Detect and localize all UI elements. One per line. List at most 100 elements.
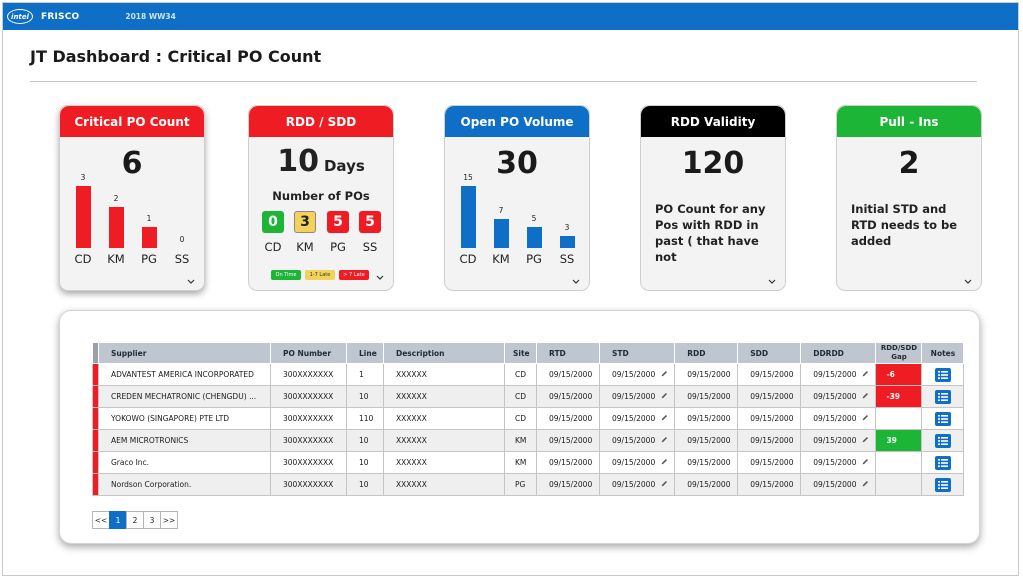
cell-po: 300XXXXXXX (270, 407, 347, 430)
cell-po-text: 300XXXXXXX (283, 480, 334, 489)
notes-list-icon[interactable] (934, 433, 951, 448)
cell-std[interactable]: 09/15/2000 (598, 451, 676, 474)
card-rdd-validity[interactable]: RDD Validity 120 PO Count for any Pos wi… (640, 105, 786, 291)
cell-desc-text: XXXXXX (396, 414, 427, 423)
table-row[interactable]: ADVANTEST AMERICA INCORPORATED 300XXXXXXX… (92, 363, 965, 386)
edit-pencil-icon[interactable] (862, 414, 869, 423)
column-header-sdd[interactable]: SDD (737, 342, 802, 364)
column-header-rtd[interactable]: RTD (536, 342, 600, 364)
pagination-page-1[interactable]: 1 (109, 511, 127, 529)
table-row[interactable]: AEM MICROTRONICS 300XXXXXXX 10 XXXXXX KM 09/1… (92, 429, 965, 452)
pagination-page-3[interactable]: 3 (143, 511, 161, 529)
table-row[interactable]: Graco Inc. 300XXXXXXX 10 XXXXXX KM 09/15/2000… (92, 451, 965, 474)
cell-std[interactable]: 09/15/2000 (598, 385, 676, 408)
column-header-notes[interactable]: Notes (921, 342, 965, 364)
edit-pencil-icon[interactable] (862, 458, 869, 467)
cell-rdd: 09/15/2000 (674, 429, 739, 452)
column-header-site[interactable]: Site (504, 342, 537, 364)
cell-site: PG (504, 473, 537, 496)
cell-std[interactable]: 09/15/2000 (598, 363, 676, 386)
notes-list-icon[interactable] (934, 411, 951, 426)
column-header-rdd-sdd-gap[interactable]: RDD/SDD Gap (875, 342, 923, 364)
cell-rtd: 09/15/2000 (536, 473, 600, 496)
notes-list-icon[interactable] (934, 367, 951, 382)
edit-pencil-icon[interactable] (661, 458, 668, 467)
card-pull-ins[interactable]: Pull - Ins 2 Initial STD and RTD needs t… (836, 105, 982, 291)
edit-pencil-icon[interactable] (661, 392, 668, 401)
cell-sdd-text: 09/15/2000 (750, 480, 794, 489)
table-row[interactable]: Nordson Corporation. 300XXXXXXX 10 XXXXXX PG… (92, 473, 965, 496)
pagination-prev[interactable]: << (92, 511, 110, 529)
cell-ddrdd-text: 09/15/2000 (813, 392, 857, 401)
cell-std[interactable]: 09/15/2000 (598, 407, 676, 430)
cell-desc: XXXXXX (383, 473, 505, 496)
cell-line-text: 110 (359, 414, 374, 423)
cell-ddrdd-text: 09/15/2000 (813, 414, 857, 423)
chevron-down-icon[interactable] (187, 279, 195, 284)
intel-logo: intel (7, 9, 33, 24)
edit-pencil-icon[interactable] (661, 480, 668, 489)
notes-list-icon[interactable] (934, 455, 951, 470)
chevron-down-icon[interactable] (768, 279, 776, 284)
cell-std-text: 09/15/2000 (612, 458, 656, 467)
column-header-std[interactable]: STD (598, 342, 676, 364)
cell-line: 10 (346, 385, 384, 408)
cell-std[interactable]: 09/15/2000 (598, 429, 676, 452)
edit-pencil-icon[interactable] (862, 370, 869, 379)
table-body: ADVANTEST AMERICA INCORPORATED 300XXXXXXX… (92, 363, 965, 496)
cell-ddrdd[interactable]: 09/15/2000 (800, 473, 877, 496)
cell-ddrdd[interactable]: 09/15/2000 (800, 451, 877, 474)
cell-ddrdd[interactable]: 09/15/2000 (800, 363, 877, 386)
bar-value-ss: 3 (564, 223, 570, 232)
cell-ddrdd[interactable]: 09/15/2000 (800, 385, 877, 408)
cell-std[interactable]: 09/15/2000 (598, 473, 676, 496)
edit-pencil-icon[interactable] (661, 436, 668, 445)
cell-gap (875, 407, 923, 430)
edit-pencil-icon[interactable] (862, 392, 869, 401)
edit-pencil-icon[interactable] (862, 436, 869, 445)
title-divider (30, 81, 977, 82)
cell-supplier-text: Graco Inc. (111, 458, 150, 467)
po-table-panel: Supplier PO Number Line Description Site… (59, 310, 980, 544)
column-header-ddrdd[interactable]: DDRDD (800, 342, 877, 364)
bar-label-cd: CD (459, 252, 477, 266)
edit-pencil-icon[interactable] (661, 370, 668, 379)
chevron-down-icon[interactable] (376, 275, 384, 280)
card-open-po-volume[interactable]: Open PO Volume 30 15 CD 7 KM 5 PG 3 SS (444, 105, 590, 291)
cell-ddrdd[interactable]: 09/15/2000 (800, 407, 877, 430)
pagination-page-2[interactable]: 2 (126, 511, 144, 529)
pagination-next[interactable]: >> (160, 511, 178, 529)
cell-std-text: 09/15/2000 (612, 436, 656, 445)
edit-pencil-icon[interactable] (661, 414, 668, 423)
gap-header-line2: Gap (891, 353, 907, 361)
card-critical-po-count[interactable]: Critical PO Count 6 3 CD 2 KM 1 PG 0 SS (59, 105, 205, 291)
cell-notes (921, 385, 965, 408)
column-header-line[interactable]: Line (346, 342, 384, 364)
column-header-supplier[interactable]: Supplier (98, 342, 271, 364)
cell-supplier: ADVANTEST AMERICA INCORPORATED (98, 363, 271, 386)
cell-rdd-text: 09/15/2000 (687, 458, 731, 467)
cell-site-text: KM (515, 436, 527, 445)
bar-label-km: KM (492, 252, 510, 266)
table-row[interactable]: CREDEN MECHATRONIC (CHENGDU) ... 300XXXXX… (92, 385, 965, 408)
cell-rtd: 09/15/2000 (536, 385, 600, 408)
cell-sdd-text: 09/15/2000 (750, 414, 794, 423)
table-row[interactable]: YOKOWO (SINGAPORE) PTE LTD 300XXXXXXX 110 X… (92, 407, 965, 430)
card-header: Open PO Volume (445, 106, 589, 137)
status-box-cd: 0 (262, 211, 284, 233)
cell-ddrdd[interactable]: 09/15/2000 (800, 429, 877, 452)
work-week: 2018 WW34 (125, 12, 176, 21)
cell-ddrdd-text: 09/15/2000 (813, 370, 857, 379)
column-header-rdd[interactable]: RDD (674, 342, 739, 364)
chevron-down-icon[interactable] (964, 279, 972, 284)
cell-supplier-text: CREDEN MECHATRONIC (CHENGDU) ... (111, 392, 257, 401)
card-rdd-sdd[interactable]: RDD / SDD 10 Days Number of POs 0 CD 3 KM… (248, 105, 394, 291)
notes-list-icon[interactable] (934, 477, 951, 492)
column-header-po-number[interactable]: PO Number (270, 342, 347, 364)
cell-site: KM (504, 451, 537, 474)
edit-pencil-icon[interactable] (862, 480, 869, 489)
card-header: RDD Validity (641, 106, 785, 137)
chevron-down-icon[interactable] (572, 279, 580, 284)
notes-list-icon[interactable] (934, 389, 951, 404)
column-header-description[interactable]: Description (383, 342, 505, 364)
